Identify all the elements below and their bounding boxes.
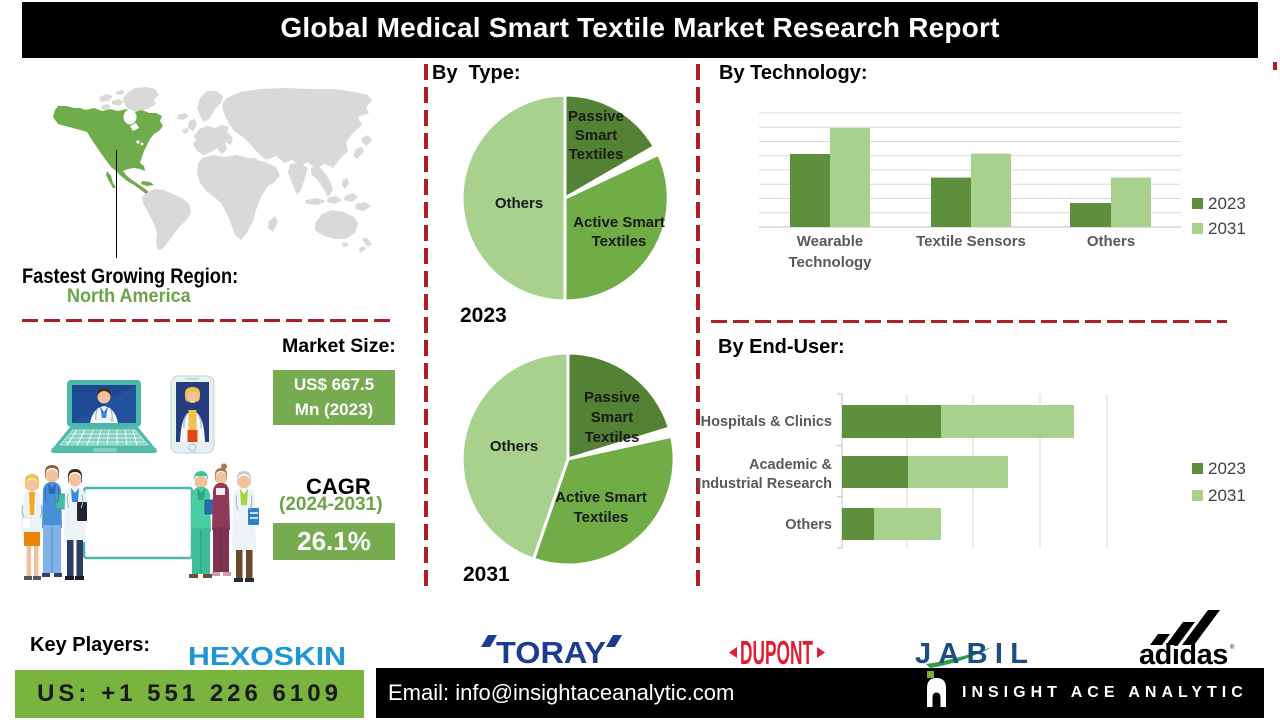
svg-text:Technology: Technology <box>788 254 872 271</box>
svg-text:Passive: Passive <box>584 389 640 406</box>
svg-text:Textile Sensors: Textile Sensors <box>916 233 1026 250</box>
svg-text:2031: 2031 <box>1208 219 1246 238</box>
svg-text:Others: Others <box>785 517 832 533</box>
svg-text:2031: 2031 <box>1208 486 1246 505</box>
svg-text:Textiles: Textiles <box>585 429 640 446</box>
svg-text:Smart: Smart <box>591 409 634 426</box>
svg-text:Active Smart: Active Smart <box>573 214 665 231</box>
svg-text:2023: 2023 <box>1208 194 1246 213</box>
svg-text:2023: 2023 <box>1208 459 1246 478</box>
svg-text:Others: Others <box>1087 233 1135 250</box>
svg-text:Textiles: Textiles <box>569 146 624 163</box>
svg-text:Passive: Passive <box>568 108 624 125</box>
svg-text:Active Smart: Active Smart <box>555 489 647 506</box>
svg-text:®: ® <box>1230 644 1235 651</box>
svg-text:Textiles: Textiles <box>574 509 629 526</box>
svg-text:Others: Others <box>490 438 538 455</box>
svg-text:Textiles: Textiles <box>592 233 647 250</box>
svg-text:Smart: Smart <box>575 127 618 144</box>
svg-text:TORAY: TORAY <box>496 635 606 666</box>
svg-text:Industrial Research: Industrial Research <box>697 476 832 492</box>
svg-text:Wearable: Wearable <box>797 233 863 250</box>
svg-text:Academic &: Academic & <box>749 457 833 473</box>
svg-text:Hospitals & Clinics: Hospitals & Clinics <box>701 414 832 430</box>
svg-text:Others: Others <box>495 195 543 212</box>
svg-text:DUPONT: DUPONT <box>740 637 813 669</box>
svg-text:adidas: adidas <box>1139 639 1228 667</box>
svg-text:HEXOSKIN: HEXOSKIN <box>188 641 346 670</box>
